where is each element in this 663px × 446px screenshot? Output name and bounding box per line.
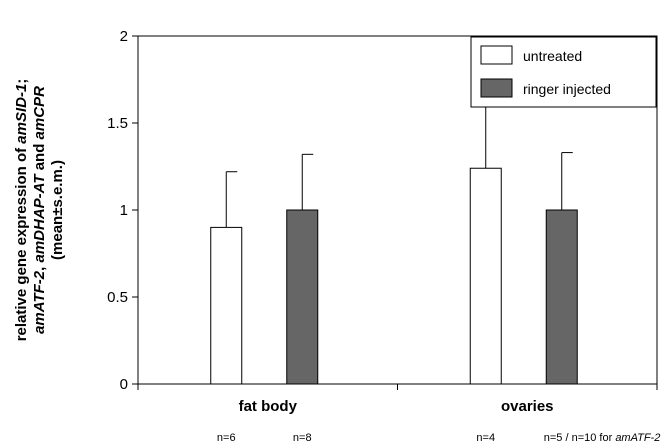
y-axis-title-part: amATF-2: [31, 270, 48, 334]
legend-label: ringer injected: [523, 81, 611, 97]
legend-swatch: [480, 45, 513, 65]
y-axis-title-part: relative gene expression of: [13, 144, 30, 342]
y-axis-title-part: ;: [13, 79, 30, 84]
sample-size-text: n=4: [476, 432, 495, 444]
y-axis-title-line: (mean±s.e.m.): [49, 160, 66, 260]
y-tick-label: 0.5: [107, 289, 128, 306]
y-axis-title-part: amSID-1: [13, 84, 30, 144]
bar: [545, 209, 578, 385]
y-axis-title-line: relative gene expression of amSID-1;: [13, 79, 30, 342]
legend: untreated ringer injected: [470, 36, 657, 108]
y-axis-title-part: ,: [31, 263, 48, 271]
y-axis-title-line: amATF-2, amDHAP-AT and amCPR: [31, 86, 48, 334]
bar: [469, 167, 502, 385]
y-axis-title: relative gene expression of amSID-1;amAT…: [13, 79, 66, 342]
x-category-label: fat body: [239, 398, 298, 415]
sample-size-label: n=5 / n=10 for amATF-2: [544, 432, 661, 444]
sample-size-label: n=8: [293, 432, 312, 444]
bar: [210, 226, 243, 385]
sample-size-text: n=6: [217, 432, 236, 444]
sample-size-text: n=8: [293, 432, 312, 444]
y-axis-title-part: and: [31, 139, 48, 174]
legend-swatch: [480, 78, 513, 98]
sample-size-label: n=4: [476, 432, 495, 444]
bar: [286, 209, 319, 385]
y-axis-title-part: amCPR: [31, 86, 48, 140]
sample-size-gene-name: amATF-2: [615, 432, 660, 444]
y-tick-label: 1.5: [107, 115, 128, 132]
y-axis-title-part: (mean±s.e.m.): [49, 160, 66, 260]
sample-size-text: n=5 / n=10 for: [544, 432, 616, 444]
y-tick-label: 2: [120, 28, 128, 45]
y-tick-label: 0: [120, 376, 128, 393]
x-category-label: ovaries: [501, 398, 554, 415]
sample-size-label: n=6: [217, 432, 236, 444]
y-axis-title-part: amDHAP-AT: [31, 173, 48, 263]
y-tick-label: 1: [120, 202, 128, 219]
legend-label: untreated: [523, 48, 582, 64]
